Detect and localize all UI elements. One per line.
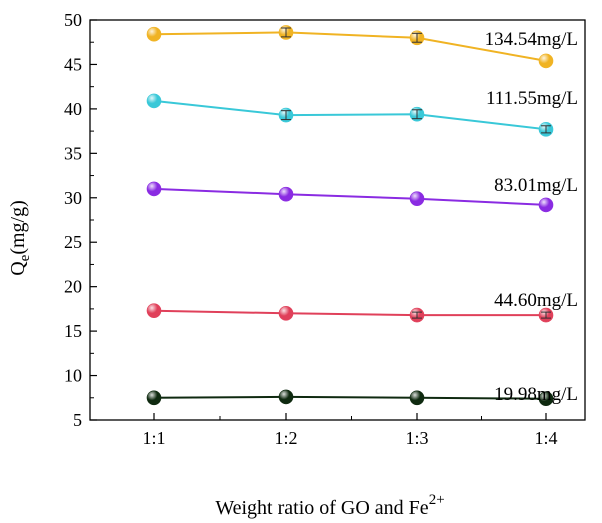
data-point xyxy=(278,389,294,405)
data-point xyxy=(538,53,554,69)
y-tick-label: 5 xyxy=(73,410,82,430)
series-4 xyxy=(146,389,554,406)
data-point xyxy=(538,391,554,406)
series-0 xyxy=(146,25,554,69)
data-point xyxy=(146,303,162,318)
y-tick-label: 25 xyxy=(64,232,82,252)
y-tick-label: 50 xyxy=(64,10,82,30)
y-axis-label-main: Q xyxy=(7,261,29,276)
y-tick-label: 30 xyxy=(64,188,82,208)
series-line xyxy=(153,99,547,131)
x-axis-label-sup: 2+ xyxy=(429,492,445,508)
x-tick-label: 1:2 xyxy=(274,428,297,448)
y-tick-label: 45 xyxy=(64,54,82,74)
y-axis-label-sub: e xyxy=(17,254,33,261)
data-point xyxy=(278,306,294,321)
y-axis-label-rest: (mg/g) xyxy=(7,200,29,254)
series-1 xyxy=(146,93,554,137)
series-label: 111.55mg/L xyxy=(486,88,578,109)
y-axis-label: Qe(mg/g) xyxy=(7,200,33,276)
data-point xyxy=(538,197,554,213)
y-tick-label: 15 xyxy=(64,321,82,341)
series-line xyxy=(153,309,546,317)
series-3 xyxy=(146,303,554,323)
series-labels: 134.54mg/L 111.55mg/L 83.01mg/L 44.60mg/L 19… xyxy=(485,29,578,405)
data-point xyxy=(146,390,162,406)
x-tick-label: 1:1 xyxy=(142,428,165,448)
y-tick-label: 35 xyxy=(64,143,82,163)
series-label: 83.01mg/L xyxy=(494,175,578,196)
series-2 xyxy=(146,181,554,213)
data-point xyxy=(409,191,425,206)
y-tick-label: 40 xyxy=(64,99,82,119)
data-point xyxy=(146,181,162,197)
series-line xyxy=(153,187,547,206)
series-label: 19.98mg/L xyxy=(494,384,578,405)
data-point xyxy=(409,390,425,406)
series-layer xyxy=(146,25,554,406)
series-label: 44.60mg/L xyxy=(494,290,578,311)
y-axis: 5 10 15 20 25 30 35 40 45 50 xyxy=(64,10,97,430)
x-axis-label-main: Weight ratio of GO and Fe xyxy=(215,497,428,519)
series-line xyxy=(153,395,547,400)
x-tick-label: 1:4 xyxy=(534,428,557,448)
data-point xyxy=(146,26,162,42)
y-tick-label: 20 xyxy=(64,277,82,297)
data-point xyxy=(146,93,162,109)
y-tick-label: 10 xyxy=(64,366,82,386)
data-point xyxy=(278,186,294,202)
series-line xyxy=(153,31,547,62)
x-axis: 1:1 1:2 1:3 1:4 xyxy=(142,413,558,448)
series-label: 134.54mg/L xyxy=(485,29,578,50)
x-tick-label: 1:3 xyxy=(405,428,428,448)
x-axis-label: Weight ratio of GO and Fe2+ xyxy=(215,492,444,519)
plot-border xyxy=(89,19,586,421)
plot-frame xyxy=(89,19,586,421)
